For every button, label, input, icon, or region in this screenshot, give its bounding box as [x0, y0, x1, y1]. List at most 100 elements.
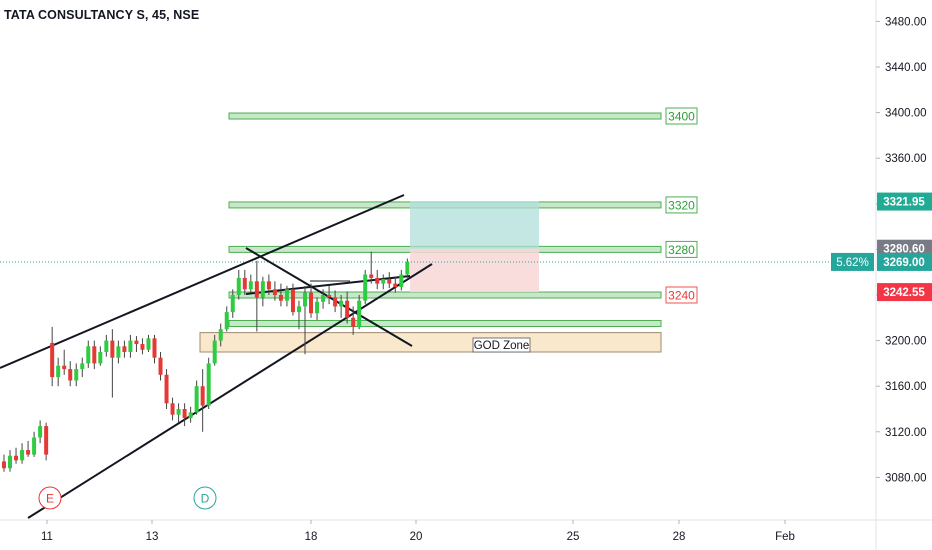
candle-body [327, 295, 332, 298]
target-area[interactable] [410, 201, 539, 249]
candle [339, 295, 344, 318]
candle-body [122, 346, 127, 352]
candle [194, 380, 199, 415]
candle-body [345, 300, 350, 318]
candle-body [134, 340, 139, 345]
candle [236, 269, 241, 300]
candle-body [272, 289, 277, 295]
candle [387, 272, 392, 289]
price-label-current [877, 252, 932, 271]
price-label-text-entry: 3280.60 [883, 244, 925, 256]
candle [68, 361, 73, 387]
y-tick-label: 3080.00 [885, 472, 927, 484]
stop-area[interactable] [410, 248, 539, 293]
candle-body [339, 300, 344, 307]
god-zone-label-box [472, 337, 531, 353]
candle-body [74, 369, 79, 381]
candle [140, 338, 145, 355]
price-label-target [877, 192, 932, 211]
candle-body [26, 450, 31, 455]
candle [134, 336, 139, 352]
level-label-3320: 3320 [668, 198, 695, 212]
candle [158, 352, 163, 381]
level-zone-unlabeled[interactable] [228, 320, 662, 327]
candle-body [260, 281, 265, 298]
candle [8, 450, 13, 472]
god-zone-label: GOD Zone [474, 340, 530, 352]
candle [98, 346, 103, 366]
candle-body [284, 289, 289, 301]
candle [333, 290, 338, 313]
candle-body [56, 365, 61, 378]
price-label-text-stop: 3242.55 [883, 287, 925, 299]
time-axis[interactable]: 11 13 18 20 25 28 Feb [0, 519, 932, 543]
candle-body [32, 437, 37, 455]
trendline-1[interactable] [0, 194, 405, 369]
candle [164, 369, 169, 409]
price-label-text-target: 3321.95 [883, 197, 925, 209]
candle-body [296, 306, 301, 313]
candle [248, 274, 253, 293]
candle [20, 443, 25, 464]
level-label-3240: 3240 [668, 289, 695, 303]
candle [116, 340, 121, 364]
trendline-2[interactable] [27, 263, 433, 519]
candle [26, 440, 31, 457]
candle-body [104, 340, 109, 352]
candle [296, 300, 301, 330]
y-tick-label: 3160.00 [885, 381, 927, 393]
candle [74, 363, 79, 387]
candle-body [182, 409, 187, 419]
event-marker-earnings[interactable] [38, 486, 62, 510]
candle-body [218, 329, 223, 341]
candle [128, 334, 133, 358]
price-label-text-current: 3269.00 [883, 257, 925, 269]
symbol-title[interactable]: TATA CONSULTANCY S, 45, NSE [4, 8, 200, 22]
event-marker-dividend[interactable] [193, 486, 217, 510]
candle-body [405, 261, 410, 275]
candle [200, 369, 205, 432]
candle [315, 297, 320, 321]
candle [381, 274, 386, 290]
change-label: 5.62% [836, 257, 869, 269]
candle [2, 454, 6, 472]
candle-body [333, 297, 338, 307]
y-tick-label: 3440.00 [885, 62, 927, 74]
candle-body [164, 374, 169, 404]
candle [399, 269, 404, 291]
candle [266, 274, 271, 295]
candle-body [369, 274, 374, 278]
candle-body [309, 292, 314, 314]
x-tick-label: 18 [305, 531, 318, 543]
candle [351, 306, 356, 335]
candle-body [110, 340, 115, 358]
level-zone-3400[interactable] [228, 112, 662, 120]
candle-body [146, 338, 151, 350]
candle [86, 340, 91, 368]
x-tick-label: 25 [567, 531, 580, 543]
candle [14, 447, 19, 464]
candle-body [44, 426, 49, 455]
candle-body [266, 281, 271, 290]
god-zone-rect[interactable] [199, 332, 662, 353]
candle-body [224, 312, 229, 330]
candle-body [236, 277, 241, 295]
candle [110, 329, 115, 398]
candle-body [8, 455, 13, 469]
candle-body [206, 363, 211, 406]
candle [224, 306, 229, 332]
candle [230, 289, 235, 318]
price-axis[interactable]: 3480.003440.003400.003360.003320.003280.… [831, 0, 932, 550]
candle [206, 357, 211, 409]
candle-body [86, 346, 91, 364]
candle-body [14, 455, 19, 461]
candle-body [230, 295, 235, 313]
candle-body [116, 346, 121, 358]
candle-body [188, 412, 193, 419]
candle-body [176, 409, 181, 415]
candle-body [375, 277, 380, 284]
candle [80, 357, 85, 378]
candle [375, 269, 380, 290]
